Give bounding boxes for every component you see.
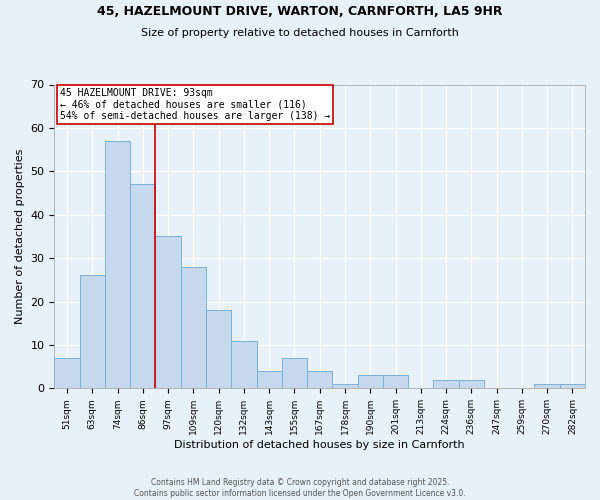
Bar	[535, 384, 560, 388]
Text: Contains HM Land Registry data © Crown copyright and database right 2025.
Contai: Contains HM Land Registry data © Crown c…	[134, 478, 466, 498]
Bar	[55, 358, 80, 388]
Text: 45 HAZELMOUNT DRIVE: 93sqm
← 46% of detached houses are smaller (116)
54% of sem: 45 HAZELMOUNT DRIVE: 93sqm ← 46% of deta…	[60, 88, 330, 120]
Bar	[307, 371, 332, 388]
Bar	[206, 310, 231, 388]
Text: Size of property relative to detached houses in Carnforth: Size of property relative to detached ho…	[141, 28, 459, 38]
Bar	[80, 276, 105, 388]
Bar	[560, 384, 585, 388]
Bar	[458, 380, 484, 388]
Bar	[282, 358, 307, 388]
Bar	[130, 184, 155, 388]
Bar	[358, 376, 383, 388]
Bar	[433, 380, 458, 388]
Bar	[155, 236, 181, 388]
Bar	[231, 340, 257, 388]
Bar	[181, 267, 206, 388]
Bar	[383, 376, 408, 388]
Bar	[257, 371, 282, 388]
Y-axis label: Number of detached properties: Number of detached properties	[15, 148, 25, 324]
Text: 45, HAZELMOUNT DRIVE, WARTON, CARNFORTH, LA5 9HR: 45, HAZELMOUNT DRIVE, WARTON, CARNFORTH,…	[97, 5, 503, 18]
Bar	[332, 384, 358, 388]
Bar	[105, 141, 130, 388]
X-axis label: Distribution of detached houses by size in Carnforth: Distribution of detached houses by size …	[175, 440, 465, 450]
